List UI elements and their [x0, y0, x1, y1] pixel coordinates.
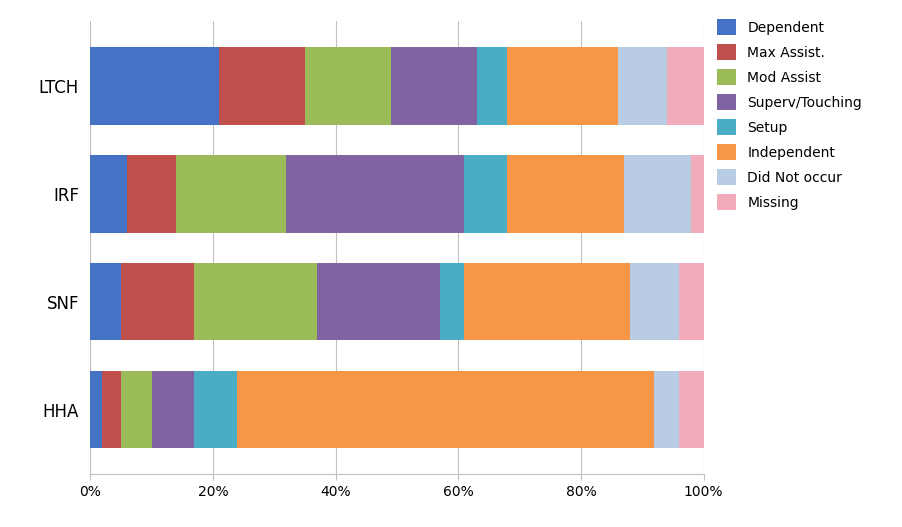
Bar — [465, 155, 507, 232]
Bar — [152, 370, 195, 448]
Bar — [90, 263, 121, 340]
Bar — [630, 263, 679, 340]
Bar — [195, 263, 318, 340]
Bar — [121, 263, 195, 340]
Bar — [679, 263, 704, 340]
Bar — [476, 47, 507, 125]
Bar — [195, 370, 237, 448]
Bar — [90, 155, 127, 232]
Bar — [655, 370, 679, 448]
Bar — [219, 47, 305, 125]
Bar — [618, 47, 667, 125]
Bar — [507, 155, 624, 232]
Bar — [391, 47, 476, 125]
Bar — [624, 155, 691, 232]
Bar — [679, 370, 704, 448]
Bar — [90, 370, 103, 448]
Bar — [691, 155, 704, 232]
Legend: Dependent, Max Assist., Mod Assist, Superv/Touching, Setup, Independent, Did Not: Dependent, Max Assist., Mod Assist, Supe… — [716, 19, 862, 210]
Bar — [667, 47, 704, 125]
Bar — [287, 155, 465, 232]
Bar — [90, 47, 219, 125]
Bar — [465, 263, 630, 340]
Bar — [305, 47, 391, 125]
Bar — [318, 263, 440, 340]
Bar — [440, 263, 465, 340]
Bar — [507, 47, 618, 125]
Bar — [176, 155, 287, 232]
Bar — [237, 370, 655, 448]
Bar — [103, 370, 121, 448]
Bar — [121, 370, 152, 448]
Bar — [127, 155, 176, 232]
